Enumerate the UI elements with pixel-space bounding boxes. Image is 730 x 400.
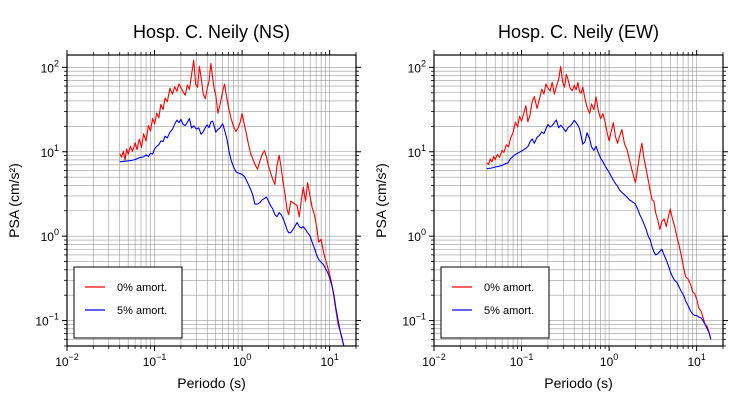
y-tick-label: 101 (408, 143, 426, 160)
chart-title: Hosp. C. Neily (EW) (498, 22, 659, 42)
y-tick-label: 102 (41, 58, 59, 75)
plot-frame (66, 54, 357, 347)
x-tick-label: 100 (233, 352, 251, 369)
x-tick-label: 100 (600, 352, 618, 369)
x-tick-label: 101 (320, 352, 338, 369)
series-line-5pct (119, 117, 345, 347)
x-tick-label: 10−2 (422, 352, 446, 369)
chart-panel-ns: 10−2 10−1 100 101 10−1 100 101 102 Hosp. C. Neil… (6, 22, 361, 391)
y-axis-label: PSA (cm/s²) (373, 163, 389, 238)
series-line-5pct (486, 119, 712, 340)
legend: 0% amort. 5% amort. (440, 266, 550, 339)
legend-label-0pct: 0% amort. (484, 282, 534, 294)
x-tick-label: 10−2 (55, 352, 79, 369)
x-tick-label: 101 (687, 352, 705, 369)
x-tick-label: 10−1 (510, 352, 534, 369)
y-tick-label: 100 (408, 227, 426, 244)
y-tick-label: 101 (41, 143, 59, 160)
chart-title: Hosp. C. Neily (NS) (133, 22, 290, 42)
legend: 0% amort. 5% amort. (73, 266, 183, 339)
series-line-0pct (486, 65, 712, 340)
y-tick-label: 102 (408, 58, 426, 75)
legend-label-5pct: 5% amort. (117, 305, 167, 317)
x-axis-label: Periodo (s) (544, 375, 612, 391)
chart-panel-ew: 10−2 10−1 100 101 10−1 100 101 102 Hosp. C. Neil… (373, 22, 728, 391)
series-line-0pct (119, 59, 345, 347)
plot-frame (433, 54, 724, 347)
legend-label-5pct: 5% amort. (484, 305, 534, 317)
x-tick-label: 10−1 (143, 352, 167, 369)
x-axis-label: Periodo (s) (177, 375, 245, 391)
legend-box (73, 266, 183, 339)
y-tick-label: 10−1 (35, 312, 59, 329)
y-axis-label: PSA (cm/s²) (6, 163, 22, 238)
y-tick-label: 10−1 (402, 312, 426, 329)
y-tick-label: 100 (41, 227, 59, 244)
legend-box (440, 266, 550, 339)
legend-label-0pct: 0% amort. (117, 282, 167, 294)
